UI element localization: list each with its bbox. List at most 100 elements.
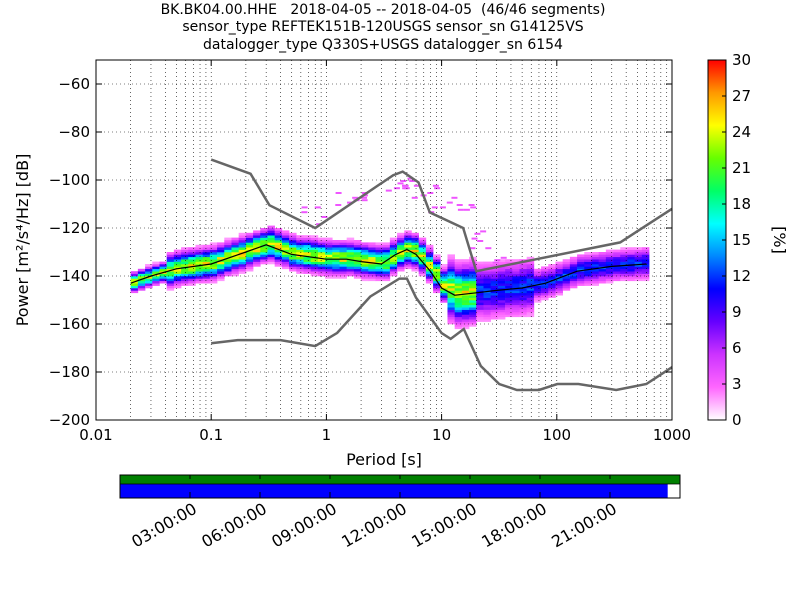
histogram-cell <box>469 309 477 313</box>
histogram-cell <box>483 300 491 303</box>
histogram-cell <box>375 247 383 250</box>
histogram-cell <box>620 271 628 274</box>
histogram-cell <box>433 264 441 267</box>
histogram-cell <box>317 268 326 272</box>
histogram-cell <box>461 266 470 270</box>
histogram-cell <box>447 307 455 310</box>
histogram-cell <box>202 254 211 258</box>
histogram-cell <box>555 288 563 291</box>
histogram-cell <box>303 259 311 262</box>
histogram-cell <box>402 187 409 190</box>
histogram-cell <box>188 261 196 265</box>
histogram-cell <box>260 242 268 246</box>
histogram-cell <box>303 247 311 250</box>
histogram-cell <box>490 283 499 286</box>
histogram-cell <box>181 254 189 258</box>
histogram-cell <box>145 280 153 284</box>
histogram-cell <box>490 268 499 272</box>
histogram-cell <box>397 264 405 267</box>
histogram-cell <box>634 259 643 262</box>
histogram-cell <box>385 189 392 192</box>
histogram-cell <box>209 280 218 284</box>
histogram-cell <box>548 292 556 296</box>
histogram-cell <box>145 264 153 267</box>
histogram-cell <box>461 280 470 284</box>
histogram-cell <box>231 240 239 243</box>
histogram-cell <box>274 235 283 238</box>
histogram-cell <box>526 271 535 274</box>
histogram-cell <box>260 230 268 234</box>
histogram-cell <box>289 244 297 248</box>
histogram-cell <box>224 242 232 246</box>
histogram-cell <box>469 288 477 291</box>
histogram-cell <box>404 256 412 260</box>
histogram-cell <box>375 261 383 265</box>
histogram-cell <box>497 276 506 279</box>
histogram-cell <box>339 240 347 243</box>
histogram-cell <box>454 285 463 289</box>
histogram-cell <box>451 196 458 199</box>
histogram-cell <box>209 264 218 267</box>
histogram-cell <box>224 261 232 265</box>
histogram-cell <box>476 288 484 291</box>
histogram-cell <box>454 309 463 313</box>
histogram-cell <box>627 278 635 282</box>
histogram-cell <box>389 261 398 265</box>
histogram-cell <box>591 264 599 267</box>
histogram-cell <box>368 271 376 274</box>
histogram-cell <box>188 259 196 262</box>
histogram-cell <box>411 254 419 258</box>
histogram-cell <box>497 280 506 284</box>
histogram-cell <box>303 252 311 255</box>
time-tick-label: 15:00:00 <box>408 499 480 551</box>
histogram-cell <box>620 249 628 253</box>
histogram-cell <box>238 259 247 262</box>
histogram-cell <box>519 314 527 318</box>
histogram-cell <box>389 249 398 253</box>
histogram-cell <box>339 252 347 255</box>
histogram-cell <box>418 273 427 277</box>
histogram-cell <box>469 314 477 318</box>
histogram-cell <box>397 252 405 255</box>
histogram-cell <box>418 240 427 243</box>
histogram-cell <box>404 247 412 250</box>
histogram-cell <box>145 271 153 274</box>
histogram-cell <box>526 285 535 289</box>
histogram-cell <box>267 240 275 243</box>
histogram-cell <box>469 321 477 325</box>
histogram-cell <box>332 273 340 277</box>
histogram-cell <box>217 268 225 272</box>
histogram-cell <box>620 276 628 279</box>
histogram-cell <box>454 307 463 310</box>
histogram-cell <box>166 276 175 279</box>
histogram-cell <box>353 276 362 279</box>
histogram-cell <box>490 316 499 320</box>
histogram-cell <box>209 252 218 255</box>
histogram-cell <box>303 235 311 238</box>
histogram-cell <box>159 273 167 277</box>
histogram-cell <box>584 271 592 274</box>
histogram-cell <box>137 268 146 272</box>
histogram-cell <box>548 283 556 286</box>
histogram-cell <box>253 237 261 241</box>
histogram-cell <box>605 280 614 284</box>
histogram-cell <box>505 271 513 274</box>
histogram-cell <box>497 259 506 262</box>
histogram-cell <box>555 285 563 289</box>
histogram-cell <box>533 288 542 291</box>
histogram-cell <box>314 206 321 209</box>
histogram-cell <box>569 273 578 277</box>
histogram-cell <box>483 307 491 310</box>
histogram-cell <box>202 249 211 253</box>
histogram-cell <box>375 249 383 253</box>
histogram-cell <box>432 184 439 187</box>
colorbar-tick-label: 24 <box>732 123 751 141</box>
histogram-cell <box>433 254 441 258</box>
histogram-cell <box>397 240 405 243</box>
histogram-cell <box>245 261 254 265</box>
histogram-cell <box>433 285 441 289</box>
histogram-cell <box>461 290 470 294</box>
histogram-cell <box>267 247 275 250</box>
histogram-cell <box>195 266 203 270</box>
histogram-cell <box>425 247 434 250</box>
